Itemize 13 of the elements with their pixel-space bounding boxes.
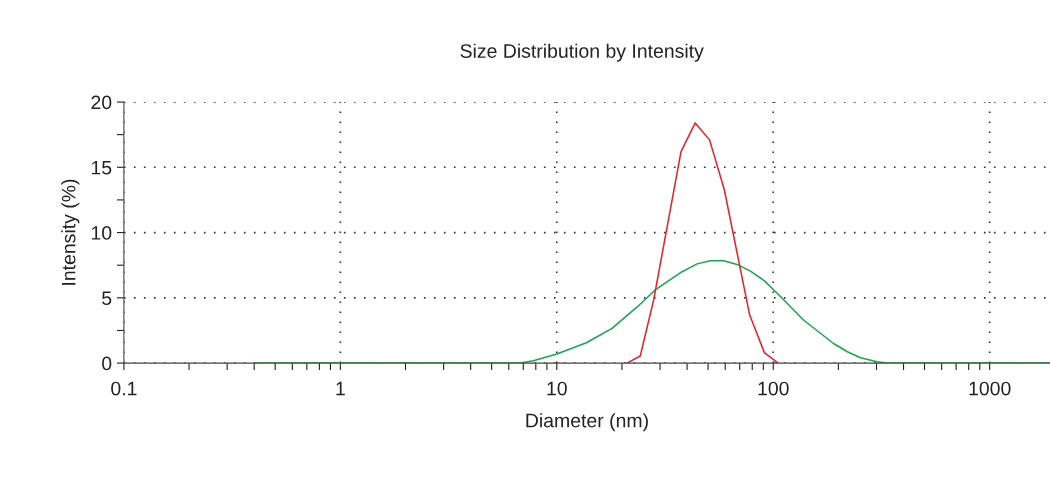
x-tick-label: 1000 — [969, 381, 1011, 396]
y-tick-label: 15 — [91, 160, 112, 175]
y-axis-title: Intensity (%) — [61, 179, 80, 285]
x-tick-label: 1 — [336, 381, 345, 396]
x-tick-label: 0.1 — [111, 381, 137, 396]
x-tick-label: 100 — [758, 381, 789, 396]
y-tick-label: 20 — [91, 95, 112, 110]
y-tick-label: 10 — [91, 226, 112, 240]
x-axis-title: Diameter (nm) — [526, 413, 648, 432]
x-tick-label: 10 — [547, 381, 567, 396]
chart-title: Size Distribution by Intensity — [460, 43, 704, 62]
y-tick-label: 0 — [102, 356, 112, 371]
y-tick-label: 5 — [102, 291, 112, 306]
